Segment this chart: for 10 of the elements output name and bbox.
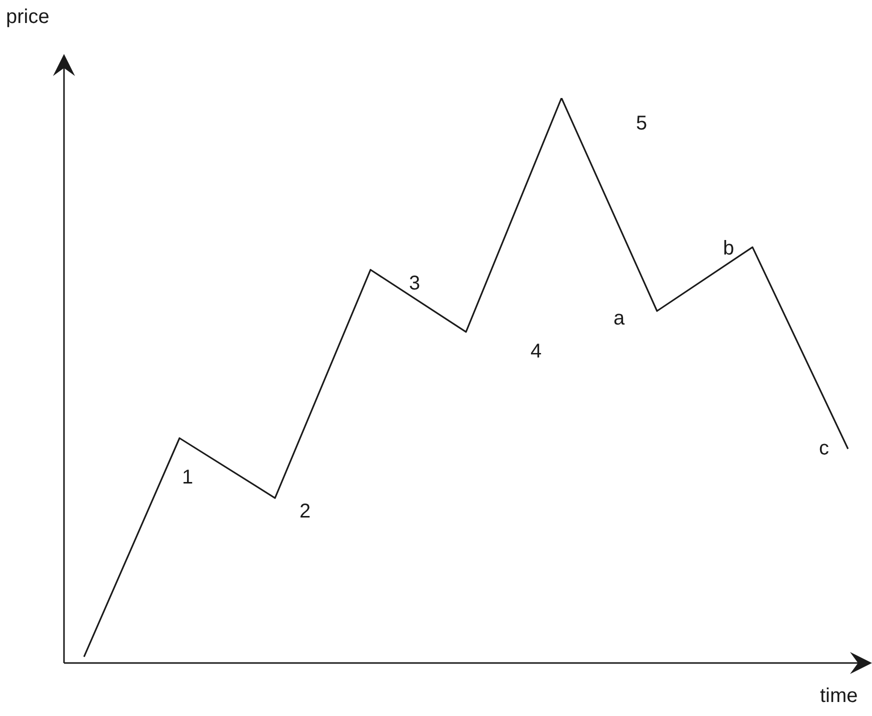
annotation: 5 [636,112,648,135]
annotation: b [722,238,734,260]
annotation: a [613,308,626,330]
annotation: 1 [182,466,194,489]
y-axis-title: price [6,6,50,29]
annotation: 4 [530,340,542,362]
x-axis-title: time [820,685,858,708]
annotation: c [819,437,829,460]
annotation: 2 [299,500,311,523]
annotation: 3 [408,272,420,294]
